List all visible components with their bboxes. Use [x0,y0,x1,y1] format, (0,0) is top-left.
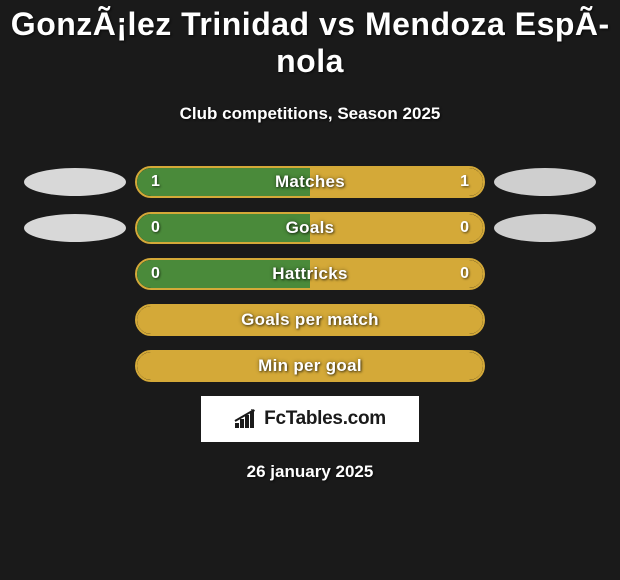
stat-row: 11Matches [0,166,620,198]
stat-row: 00Goals [0,212,620,244]
page-title: GonzÃ¡lez Trinidad vs Mendoza EspÃ­nola [0,0,620,80]
stat-bar: 11Matches [135,166,485,198]
comparison-rows: 11Matches 00Goals 00Hattricks Goals per mat… [0,166,620,382]
stat-bar: Goals per match [135,304,485,336]
stat-bar: 00Hattricks [135,258,485,290]
team-left-logo [24,168,126,196]
stat-row: 00Hattricks [0,258,620,290]
page-subtitle: Club competitions, Season 2025 [0,104,620,124]
stat-row: Goals per match [0,304,620,336]
team-right-logo [494,168,596,196]
right-logo-slot [485,168,605,196]
stat-label: Matches [137,172,483,192]
stat-label: Goals [137,218,483,238]
brand-text: FcTables.com [264,408,386,430]
stat-label: Goals per match [137,310,483,330]
stat-bar: 00Goals [135,212,485,244]
stat-label: Min per goal [137,356,483,376]
stat-label: Hattricks [137,264,483,284]
left-logo-slot [15,214,135,242]
left-logo-slot [15,168,135,196]
team-left-logo [24,214,126,242]
stat-bar: Min per goal [135,350,485,382]
right-logo-slot [485,214,605,242]
team-right-logo [494,214,596,242]
stat-row: Min per goal [0,350,620,382]
footer-date: 26 january 2025 [0,462,620,482]
brand-badge: FcTables.com [201,396,419,442]
bar-chart-icon [234,409,260,429]
